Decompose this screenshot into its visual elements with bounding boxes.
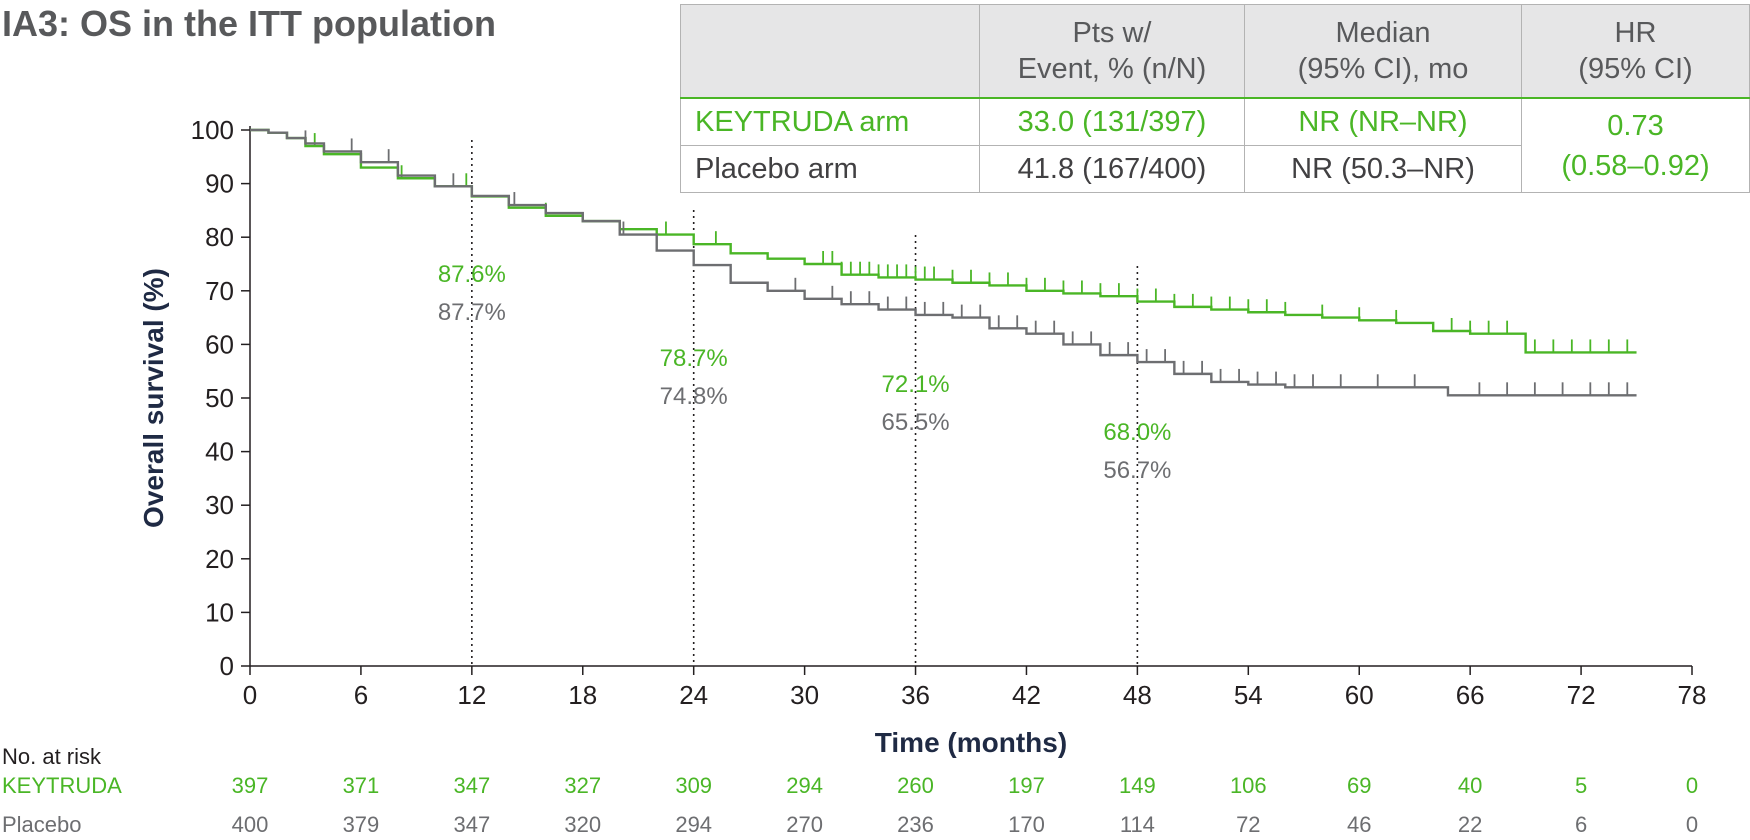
risk-value: 309	[675, 773, 712, 798]
risk-value: 22	[1458, 812, 1482, 837]
series-line-placebo	[250, 128, 1637, 397]
annotation-keytruda: 87.6%	[438, 261, 506, 288]
risk-value: 114	[1120, 812, 1155, 837]
risk-value: 0	[1686, 812, 1698, 837]
annotation-placebo: 74.8%	[660, 383, 728, 410]
x-tick-label: 30	[790, 680, 819, 710]
risk-value: 327	[564, 773, 601, 798]
risk-value: 347	[453, 812, 490, 837]
header-blank-cell	[680, 4, 980, 99]
y-axis-title: Overall survival (%)	[138, 268, 169, 528]
header-events: Pts w/ Event, % (n/N)	[979, 4, 1245, 99]
x-tick-label: 0	[243, 680, 257, 710]
hr-ci: (0.58–0.92)	[1561, 149, 1710, 182]
x-tick-label: 36	[901, 680, 930, 710]
risk-value: 6	[1575, 812, 1587, 837]
x-tick-label: 54	[1234, 680, 1263, 710]
y-tick-label: 100	[191, 115, 234, 145]
x-tick-label: 24	[679, 680, 708, 710]
header-events-text: Pts w/ Event, % (n/N)	[1017, 17, 1207, 85]
landmark-annotations: 87.6% 87.7% 78.7% 74.8% 72.1% 65.5% 68.0% 56.7%	[438, 261, 1172, 484]
risk-value: 40	[1458, 773, 1482, 798]
y-tick-label: 20	[205, 544, 234, 574]
risk-value: 379	[343, 812, 380, 837]
arm-label-keytruda: KEYTRUDA arm	[680, 97, 980, 146]
risk-value: 72	[1236, 812, 1260, 837]
risk-value: 69	[1347, 773, 1371, 798]
risk-value: 46	[1347, 812, 1371, 837]
annotation-placebo: 56.7%	[1103, 457, 1171, 484]
risk-value: 320	[564, 812, 601, 837]
risk-value: 371	[343, 773, 380, 798]
landmark-lines	[471, 140, 1139, 666]
axes: 0 10 20 30 40 50 60 70 80 90 100 0 6 12 18 24 30 36 42 48 54…	[138, 115, 1706, 758]
x-tick-label: 72	[1567, 680, 1596, 710]
risk-table-title: No. at risk	[2, 744, 102, 769]
risk-value: 5	[1575, 773, 1587, 798]
y-tick-label: 40	[205, 437, 234, 467]
events-placebo: 41.8 (167/400)	[979, 145, 1245, 193]
header-median: Median (95% CI), mo	[1244, 4, 1522, 99]
annotation-keytruda: 68.0%	[1103, 419, 1171, 446]
x-tick-label: 6	[354, 680, 368, 710]
y-tick-label: 30	[205, 490, 234, 520]
risk-value: 149	[1119, 773, 1156, 798]
risk-value: 260	[897, 773, 934, 798]
risk-value: 270	[786, 812, 823, 837]
annotation-placebo: 65.5%	[882, 409, 950, 436]
annotation-keytruda: 72.1%	[882, 371, 950, 398]
median-placebo: NR (50.3–NR)	[1244, 145, 1522, 193]
y-tick-label: 60	[205, 329, 234, 359]
table-row-keytruda: KEYTRUDA arm 33.0 (131/397) NR (NR–NR) 0…	[680, 97, 1750, 193]
arm-label-placebo: Placebo arm	[680, 145, 980, 193]
y-tick-label: 70	[205, 276, 234, 306]
page-title: IA3: OS in the ITT population	[2, 3, 496, 44]
risk-value: 170	[1008, 812, 1045, 837]
risk-value: 294	[675, 812, 712, 837]
x-tick-label: 66	[1456, 680, 1485, 710]
risk-value: 347	[453, 773, 490, 798]
survival-curves	[250, 128, 1637, 397]
risk-value: 197	[1008, 773, 1045, 798]
y-tick-label: 10	[205, 597, 234, 627]
hr-cell: 0.73 (0.58–0.92)	[1521, 97, 1750, 193]
table-header-row: Pts w/ Event, % (n/N) Median (95% CI), m…	[680, 4, 1750, 99]
x-tick-label: 60	[1345, 680, 1374, 710]
x-tick-label: 18	[568, 680, 597, 710]
risk-value: 106	[1230, 773, 1267, 798]
risk-value: 294	[786, 773, 823, 798]
y-tick-label: 90	[205, 169, 234, 199]
hr-value: 0.73	[1607, 109, 1664, 142]
header-hr-text: HR (95% CI)	[1578, 17, 1693, 85]
risk-value: 397	[232, 773, 269, 798]
y-tick-label: 0	[220, 651, 234, 681]
events-keytruda: 33.0 (131/397)	[979, 97, 1245, 146]
risk-value: 0	[1686, 773, 1698, 798]
at-risk-table: No. at risk KEYTRUDA 397 371 347 327 309 294 260…	[2, 744, 1698, 837]
annotation-placebo: 87.7%	[438, 299, 506, 326]
annotation-keytruda: 78.7%	[660, 345, 728, 372]
summary-table: Pts w/ Event, % (n/N) Median (95% CI), m…	[680, 4, 1750, 193]
risk-row-label: KEYTRUDA	[2, 773, 122, 798]
y-tick-label: 50	[205, 383, 234, 413]
table-row-placebo: Placebo arm 41.8 (167/400) NR (50.3–NR)	[680, 145, 1750, 193]
risk-value: 400	[232, 812, 269, 837]
risk-value: 236	[897, 812, 934, 837]
x-axis-title: Time (months)	[875, 727, 1067, 758]
header-hr: HR (95% CI)	[1521, 4, 1750, 99]
x-tick-label: 48	[1123, 680, 1152, 710]
x-tick-label: 78	[1678, 680, 1707, 710]
x-tick-label: 12	[457, 680, 486, 710]
header-median-text: Median (95% CI), mo	[1297, 17, 1469, 85]
x-tick-label: 42	[1012, 680, 1041, 710]
y-tick-label: 80	[205, 222, 234, 252]
risk-row-label: Placebo	[2, 812, 82, 837]
